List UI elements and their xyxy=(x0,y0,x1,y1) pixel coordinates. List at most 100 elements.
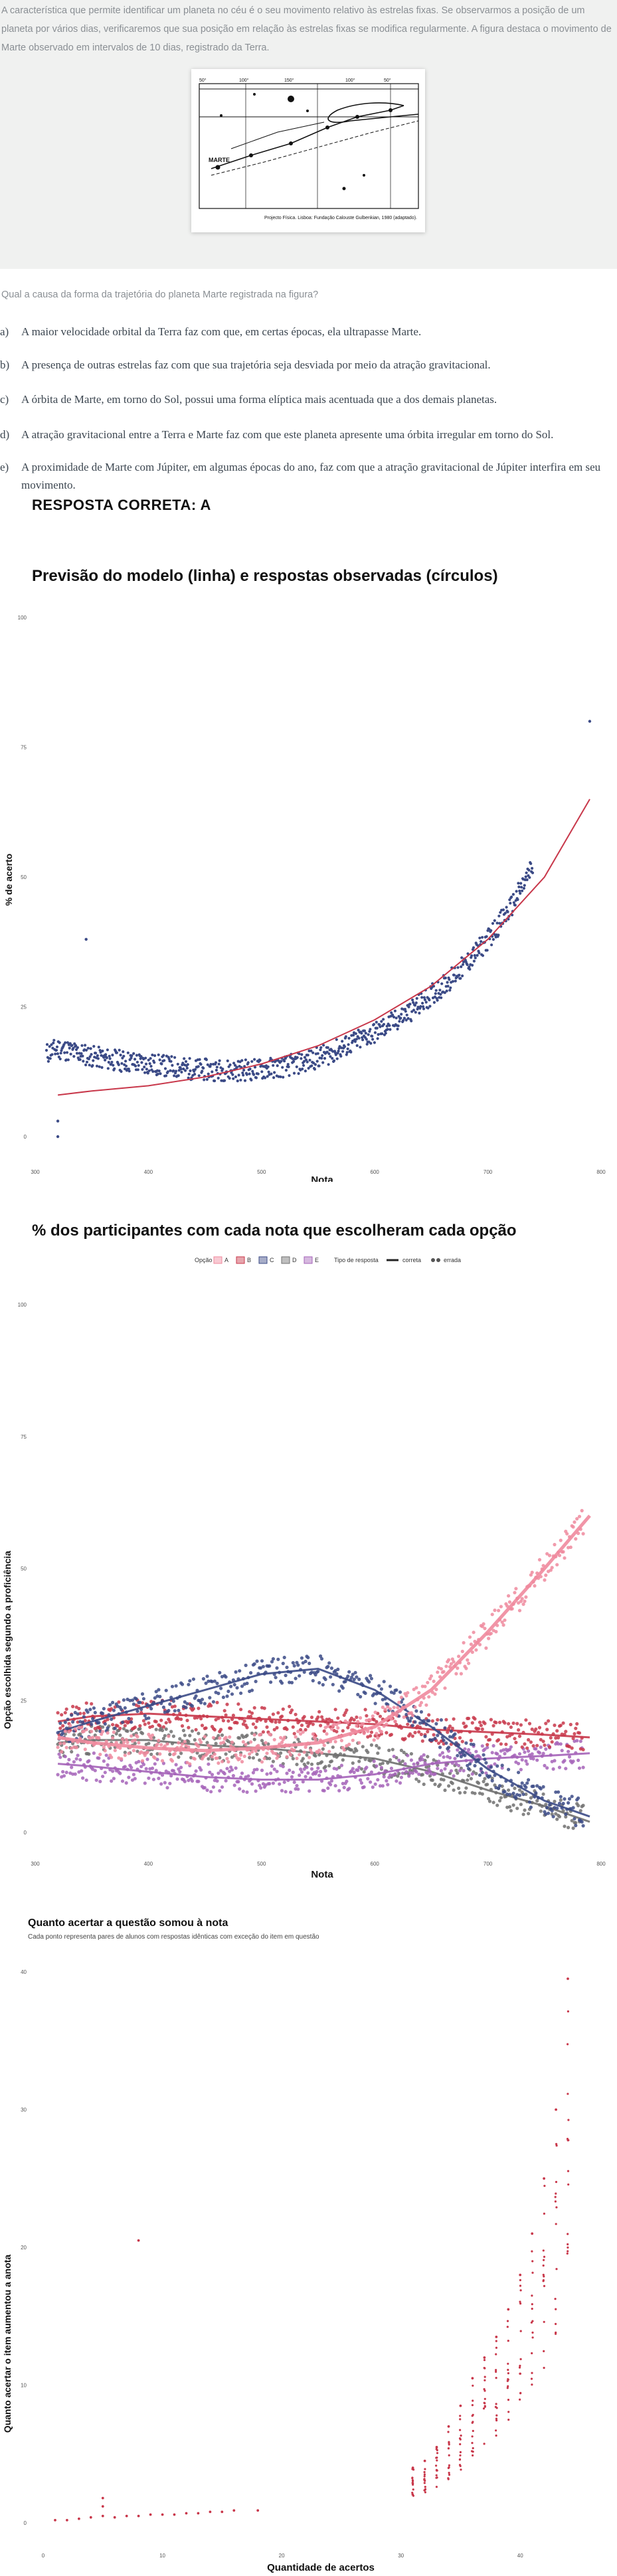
chart2-point-B xyxy=(309,1716,314,1720)
chart3-point xyxy=(507,2385,509,2387)
chart1-point xyxy=(367,1033,370,1036)
chart2-point-A xyxy=(101,1730,105,1733)
chart2-point-B xyxy=(406,1722,410,1726)
chart2-point-D xyxy=(376,1751,380,1755)
chart2-point-E xyxy=(359,1781,364,1785)
chart1-point xyxy=(149,1057,152,1060)
chart2-point-A xyxy=(294,1735,298,1739)
chart2-point-D xyxy=(291,1757,295,1761)
chart1-point xyxy=(424,1001,428,1004)
chart2-point-E xyxy=(57,1752,61,1756)
chart1-point xyxy=(153,1054,157,1058)
chart2-point-A xyxy=(443,1686,447,1690)
chart1-point xyxy=(223,1079,226,1082)
chart1-point xyxy=(449,986,452,989)
chart3-point xyxy=(460,2468,462,2471)
chart2-point-C xyxy=(92,1706,96,1710)
chart2-point-E xyxy=(560,1749,564,1753)
chart1-point xyxy=(493,919,496,922)
chart2-point-C xyxy=(235,1686,239,1690)
chart2-point-C xyxy=(170,1684,175,1688)
chart1-point xyxy=(381,1032,384,1036)
chart2-x-tick: 400 xyxy=(144,1861,153,1867)
chart3-point xyxy=(423,2473,426,2476)
chart3-point xyxy=(484,2397,486,2400)
chart2-point-B xyxy=(214,1718,218,1722)
chart2-point-D xyxy=(71,1741,75,1745)
chart3-point xyxy=(484,2405,486,2407)
alternative-e[interactable]: e) A proximidade de Marte com Júpiter, e… xyxy=(0,458,614,494)
chart2-point-A xyxy=(361,1722,365,1726)
chart2-point-B xyxy=(150,1724,155,1728)
chart2-point-C xyxy=(294,1676,298,1680)
chart1-point xyxy=(76,1046,79,1049)
chart2-point-B xyxy=(545,1728,549,1731)
chart2-point-A xyxy=(224,1735,228,1739)
chart2-point-A xyxy=(574,1537,578,1541)
chart1-point xyxy=(445,989,448,993)
chart2-point-D xyxy=(557,1814,562,1818)
chart2-point-E xyxy=(143,1781,147,1785)
chart1-point xyxy=(66,1058,70,1062)
alternative-c[interactable]: c) A órbita de Marte, em torno do Sol, p… xyxy=(0,390,614,408)
chart1-point xyxy=(327,1052,331,1056)
chart2-point-B xyxy=(570,1746,574,1750)
chart2-point-B xyxy=(541,1739,545,1743)
chart3-point xyxy=(519,2300,521,2303)
chart3-y-tick: 0 xyxy=(24,2520,27,2526)
alternative-b[interactable]: b) A presença de outras estrelas faz com… xyxy=(0,356,614,374)
chart2-point-A xyxy=(501,1623,505,1627)
chart3-point xyxy=(459,2415,462,2417)
chart2-point-E xyxy=(228,1769,232,1773)
chart1-point xyxy=(91,1064,94,1067)
chart2-point-A xyxy=(571,1525,575,1529)
chart2-point-A xyxy=(521,1602,525,1606)
chart2-point-B xyxy=(577,1731,582,1735)
chart2-point-D xyxy=(417,1779,421,1783)
chart3-point xyxy=(567,1977,569,1980)
chart1-point xyxy=(527,868,531,872)
chart1-point xyxy=(281,1066,284,1069)
chart1-point xyxy=(399,1016,402,1020)
chart1-point xyxy=(303,1056,307,1059)
alternative-a[interactable]: a) A maior velocidade orbital da Terra f… xyxy=(0,323,614,341)
chart1-point xyxy=(511,893,515,896)
chart2-point-D xyxy=(463,1791,467,1795)
chart1-point xyxy=(263,1076,267,1080)
chart2-point-E xyxy=(251,1771,255,1775)
chart2-point-A xyxy=(67,1730,71,1733)
chart1-point xyxy=(243,1079,247,1082)
chart1-point xyxy=(111,1054,114,1057)
chart2-point-E xyxy=(376,1778,380,1782)
chart1-point xyxy=(202,1066,205,1070)
chart2-point-B xyxy=(452,1717,456,1721)
chart2-point-B xyxy=(147,1721,151,1725)
chart1-point xyxy=(118,1048,121,1052)
legend-swatch-B xyxy=(236,1256,245,1264)
chart2-point-E xyxy=(484,1771,488,1775)
chart2-point-D xyxy=(327,1764,331,1768)
chart1-point xyxy=(132,1052,135,1055)
chart2-point-C xyxy=(436,1733,440,1737)
chart3-point xyxy=(543,2366,545,2370)
chart3-point xyxy=(66,2519,68,2522)
chart2-point-D xyxy=(375,1743,379,1747)
chart3-point xyxy=(519,2398,521,2401)
chart2-point-D xyxy=(250,1731,254,1735)
legend-swatch-E xyxy=(304,1256,313,1264)
chart1-point xyxy=(388,1024,391,1027)
chart1-point xyxy=(245,1073,248,1076)
alternative-d[interactable]: d) A atração gravitacional entre a Terra… xyxy=(0,426,614,443)
chart3-point xyxy=(495,2346,498,2349)
chart1-point xyxy=(302,1064,306,1067)
chart2-point-C xyxy=(201,1677,205,1681)
chart2-point-D xyxy=(169,1730,173,1733)
chart3-point xyxy=(448,2443,450,2446)
chart2-point-D xyxy=(126,1729,130,1733)
chart1-point xyxy=(369,1042,373,1045)
chart2-point-D xyxy=(183,1733,187,1737)
chart1-point xyxy=(186,1063,189,1066)
chart1-point xyxy=(106,1067,110,1070)
chart2-point-A xyxy=(392,1706,396,1710)
chart2-point-E xyxy=(503,1751,507,1755)
